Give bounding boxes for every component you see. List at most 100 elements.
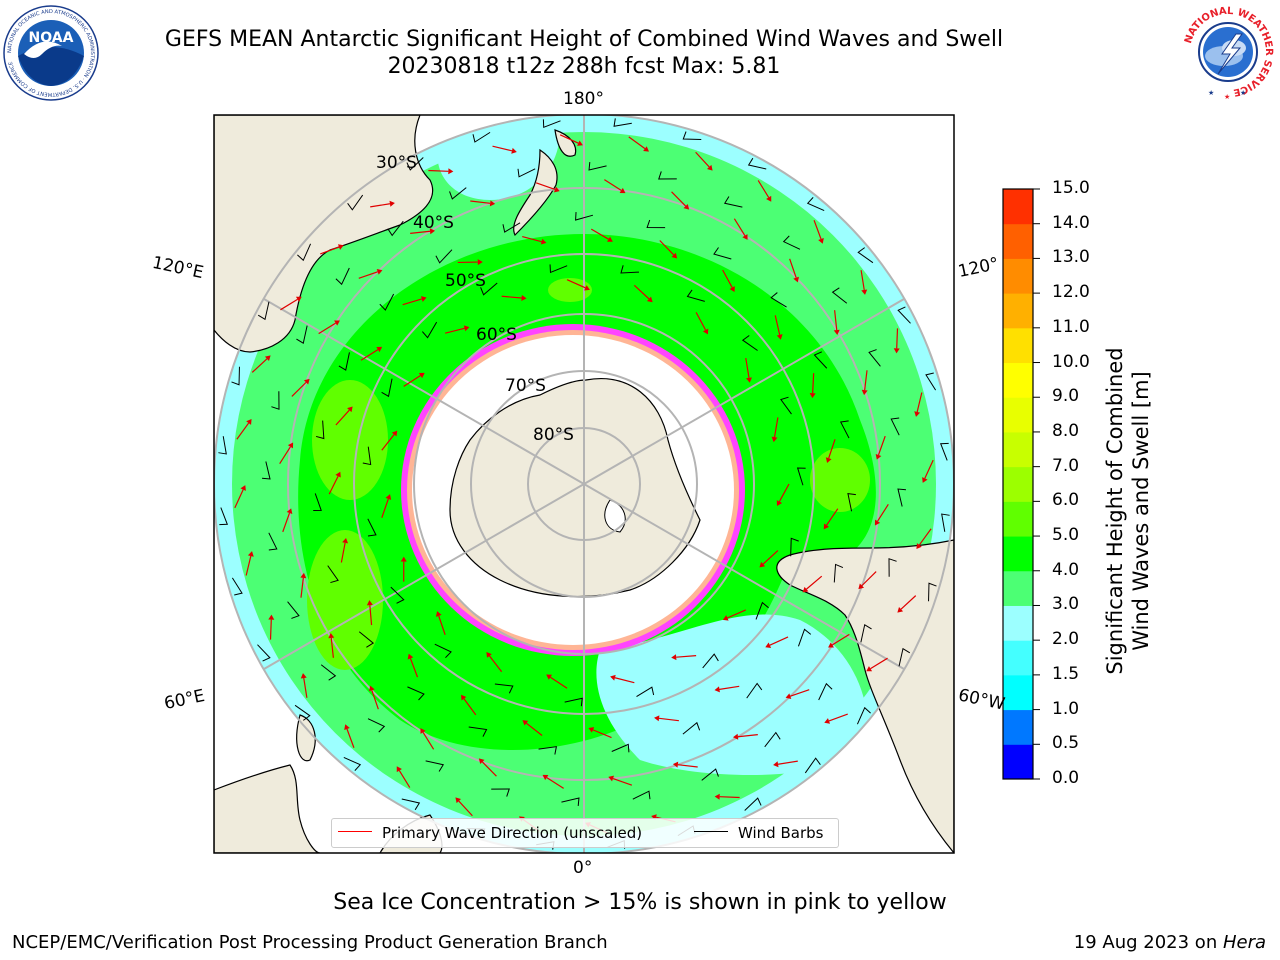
noaa-logo-text: NOAA <box>29 30 74 46</box>
wave-direction-arrowhead <box>366 600 373 606</box>
wave-direction-arrow <box>924 459 934 479</box>
wind-barb <box>847 493 856 512</box>
wave-direction-arrow <box>745 357 750 378</box>
wave-direction-arrowhead <box>385 494 392 500</box>
wind-barb <box>790 537 799 557</box>
wave-direction-arrow <box>719 685 740 690</box>
wind-barb <box>335 267 350 286</box>
wind-barb <box>813 351 828 369</box>
landmass-africa <box>214 764 321 853</box>
wave-direction-arrow <box>525 722 543 737</box>
wave-direction-arrowhead <box>742 234 748 240</box>
wave-direction-arrow <box>236 422 250 440</box>
wave-direction-arrow <box>381 498 389 518</box>
wave-direction-arrowhead <box>922 477 928 483</box>
wind-barb <box>449 187 467 200</box>
wind-barb <box>831 287 848 304</box>
wind-barb <box>367 518 377 537</box>
wave-direction-arrow <box>381 434 395 451</box>
wave-direction-arrowhead <box>335 471 341 478</box>
wave-direction-arrow <box>832 633 850 646</box>
colorbar-block <box>1003 223 1033 259</box>
lat-label-70s: 70°S <box>505 376 546 396</box>
wave-direction-arrow <box>300 577 304 598</box>
wave-direction-arrow <box>633 284 650 300</box>
map-frame <box>213 114 955 854</box>
wind-barb <box>561 797 580 806</box>
colorbar-block <box>1003 293 1033 329</box>
wind-barb <box>897 488 906 507</box>
wave-direction-arrow <box>550 676 568 689</box>
wave-direction-arrowhead <box>897 607 904 613</box>
wave-direction-arrowhead <box>287 442 294 449</box>
wind-barb <box>549 264 568 274</box>
wave-direction-arrow <box>719 796 740 799</box>
wind-barb <box>517 168 536 178</box>
wave-direction-arrow <box>330 637 334 658</box>
wave-direction-arrowhead <box>342 537 349 544</box>
wind-barb <box>702 653 719 669</box>
colorbar-tick-label: 10.0 <box>1052 351 1090 372</box>
wind-barb <box>257 301 270 321</box>
wind-barb <box>367 718 386 733</box>
wave-direction-arrowhead <box>376 269 383 275</box>
wave-direction-arrowhead <box>823 523 830 530</box>
wave-direction-arrowhead <box>463 325 470 332</box>
colorbar-block <box>1003 362 1033 398</box>
credit-line: NCEP/EMC/Verification Post Processing Pr… <box>12 932 608 953</box>
wind-barb <box>833 563 844 583</box>
wave-direction-arrowhead <box>295 296 302 302</box>
wave-direction-arrowhead <box>511 147 517 154</box>
wave-direction-arrow <box>900 595 917 610</box>
wave-direction-arrow <box>318 322 336 335</box>
wave-direction-arrowhead <box>776 334 783 340</box>
wind-barb <box>818 682 833 701</box>
legend-barb-label: Wind Barbs <box>738 824 824 842</box>
wind-barb <box>468 726 488 737</box>
wind-barb <box>343 756 362 771</box>
wave-direction-arrowhead <box>729 286 735 292</box>
legend-box: Primary Wave Direction (unscaled) Wind B… <box>331 818 839 848</box>
wave-direction-arrowhead <box>861 389 868 396</box>
wind-barb <box>218 436 227 455</box>
wave-direction-arrowhead <box>702 328 709 335</box>
wave-direction-arrow <box>695 151 710 168</box>
vector-layer <box>218 118 950 850</box>
wave-direction-arrow <box>727 609 747 619</box>
wave-direction-arrow <box>828 439 836 459</box>
wave-direction-arrowhead <box>429 228 436 235</box>
wave-direction-arrow <box>659 240 675 256</box>
wave-direction-arrowhead <box>369 685 375 692</box>
wave-direction-arrowhead <box>435 611 442 617</box>
wind-barb <box>315 420 325 440</box>
wave-direction-arrowhead <box>240 485 246 491</box>
colorbar-block <box>1003 570 1033 606</box>
wave-direction-arrowhead <box>875 453 882 460</box>
wave-direction-arrowhead <box>818 237 824 244</box>
wave-direction-arrowhead <box>825 457 832 463</box>
wave-direction-arrow <box>813 220 822 240</box>
wave-direction-arrow <box>398 770 411 788</box>
wind-barb <box>804 757 821 774</box>
wave-direction-arrow <box>470 200 491 204</box>
wind-barb <box>390 586 405 604</box>
wave-direction-arrowhead <box>328 632 335 639</box>
wind-barb <box>925 372 937 391</box>
wave-direction-arrowhead <box>793 276 799 283</box>
wind-barb <box>379 293 395 311</box>
wave-direction-arrowhead <box>809 393 816 399</box>
wind-barb <box>941 513 950 532</box>
wave-direction-arrow <box>860 270 865 291</box>
wave-direction-arrowhead <box>268 614 275 620</box>
wave-direction-arrowhead <box>460 694 467 701</box>
wave-field-calm-atlantic <box>596 614 868 775</box>
wave-direction-arrow <box>360 349 379 361</box>
wind-barb <box>796 467 806 486</box>
lat-label-50s: 50°S <box>445 271 486 291</box>
wind-barb <box>287 601 300 619</box>
wave-direction-arrowhead <box>344 724 350 731</box>
wave-direction-arrowhead <box>714 793 720 800</box>
colorbar-tick-label: 0.0 <box>1052 768 1080 788</box>
wave-direction-arrowhead <box>861 289 868 295</box>
wave-direction-arrow <box>834 310 838 331</box>
